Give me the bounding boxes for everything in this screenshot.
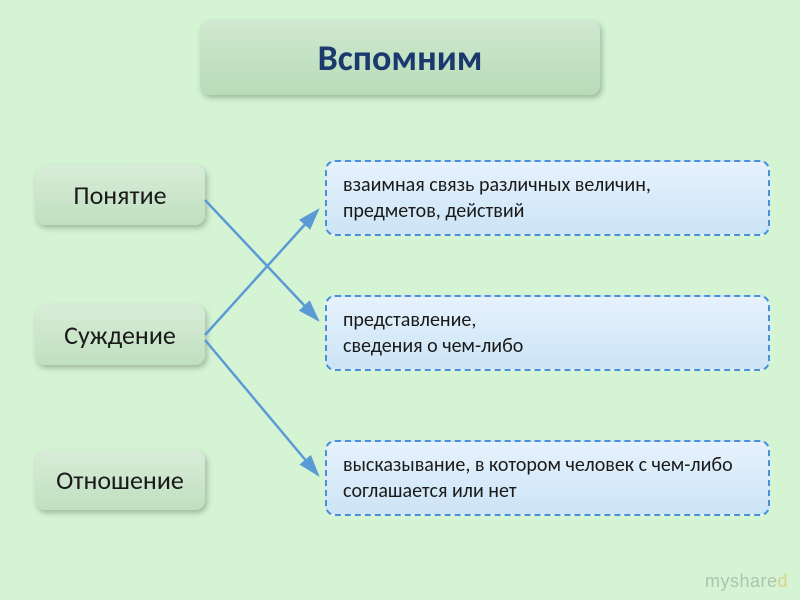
- definition-text: взаимная связь различных величин, предме…: [343, 172, 752, 224]
- watermark-accent: d: [777, 571, 788, 591]
- concept-box-0: Понятие: [35, 165, 205, 225]
- concept-box-2: Отношение: [35, 450, 205, 510]
- arrow-line-1: [205, 210, 318, 335]
- concept-box-1: Суждение: [35, 305, 205, 365]
- definition-box-0: взаимная связь различных величин, предме…: [325, 160, 770, 236]
- title-text: Вспомним: [318, 36, 483, 80]
- concept-label: Понятие: [73, 179, 166, 211]
- arrow-line-0: [205, 200, 318, 320]
- concept-label: Суждение: [64, 319, 176, 351]
- watermark: myshared: [705, 571, 788, 592]
- concept-label: Отношение: [56, 464, 184, 496]
- definition-text: представление, сведения о чем-либо: [343, 307, 523, 359]
- arrow-line-2: [205, 340, 318, 475]
- definition-box-1: представление, сведения о чем-либо: [325, 295, 770, 371]
- title-box: Вспомним: [200, 20, 600, 95]
- watermark-pre: myshare: [705, 571, 778, 591]
- definition-text: высказывание, в котором человек с чем-ли…: [343, 452, 752, 504]
- definition-box-2: высказывание, в котором человек с чем-ли…: [325, 440, 770, 516]
